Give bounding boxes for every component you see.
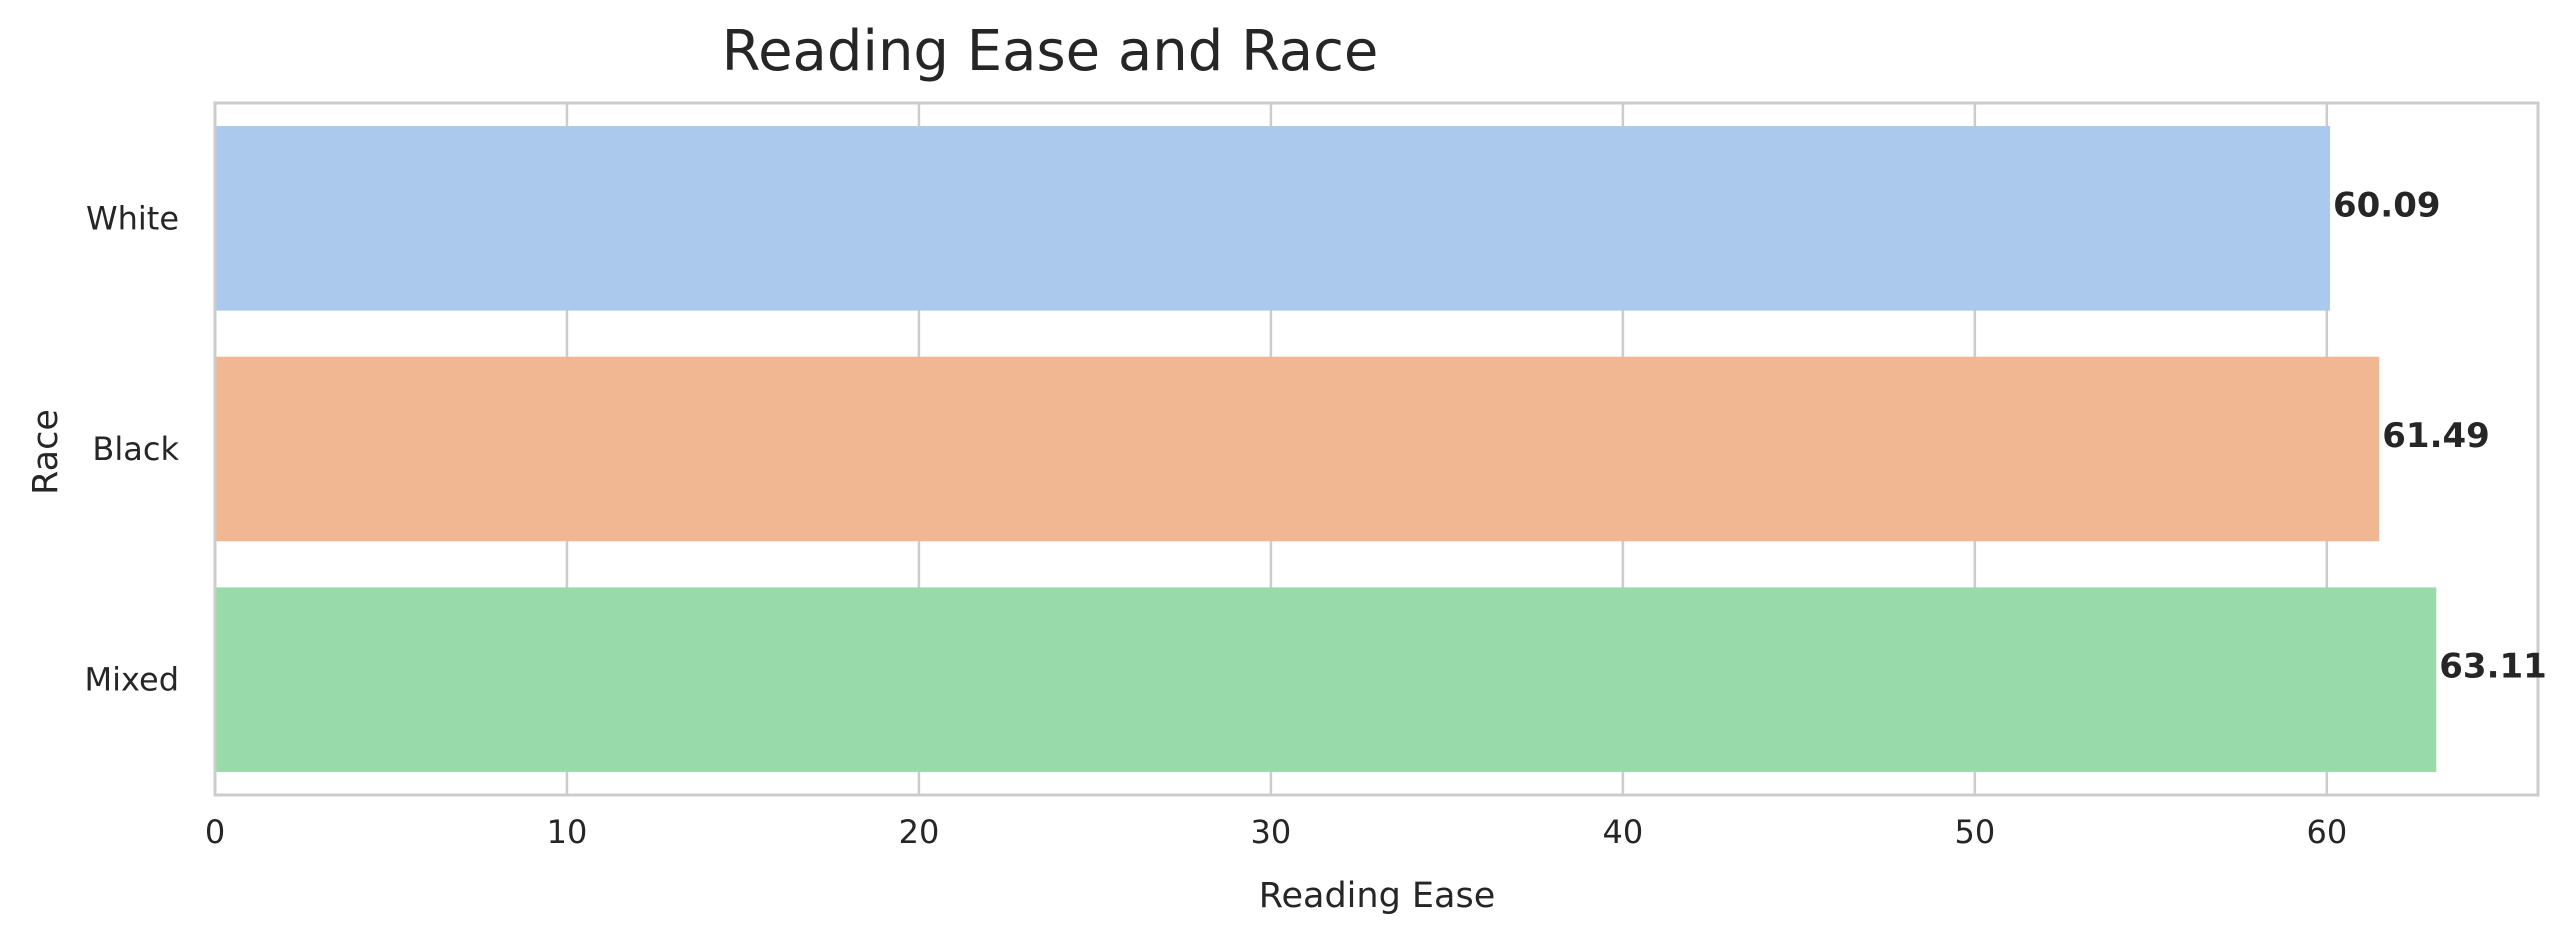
x-tick-label: 20 [899, 813, 940, 851]
chart-title: Reading Ease and Race [722, 19, 1379, 84]
x-tick-label: 10 [547, 813, 588, 851]
bars [215, 126, 2437, 772]
x-tick-label: 60 [2306, 813, 2347, 851]
y-tick-label: Mixed [85, 661, 179, 699]
data-label: 63.11 [2439, 647, 2547, 687]
bar-black [215, 356, 2380, 542]
y-tick-label: White [86, 199, 179, 237]
bar-white [215, 126, 2330, 311]
bar-mixed [215, 587, 2437, 772]
x-tick-labels: 0 10 20 30 40 50 60 [205, 813, 2347, 851]
x-axis-label: Reading Ease [1259, 876, 1496, 916]
y-axis-label: Race [26, 409, 66, 495]
y-tick-labels: White Black Mixed [85, 199, 180, 698]
axes-frame [213, 101, 2540, 797]
data-labels: 60.09 61.49 63.11 [2333, 185, 2547, 686]
x-tick-label: 50 [1954, 813, 1995, 851]
y-tick-label: Black [92, 430, 179, 468]
data-label: 61.49 [2382, 416, 2490, 456]
data-label: 60.09 [2333, 185, 2441, 225]
x-tick-label: 30 [1251, 813, 1292, 851]
x-tick-label: 0 [205, 813, 225, 851]
x-tick-label: 40 [1603, 813, 1644, 851]
